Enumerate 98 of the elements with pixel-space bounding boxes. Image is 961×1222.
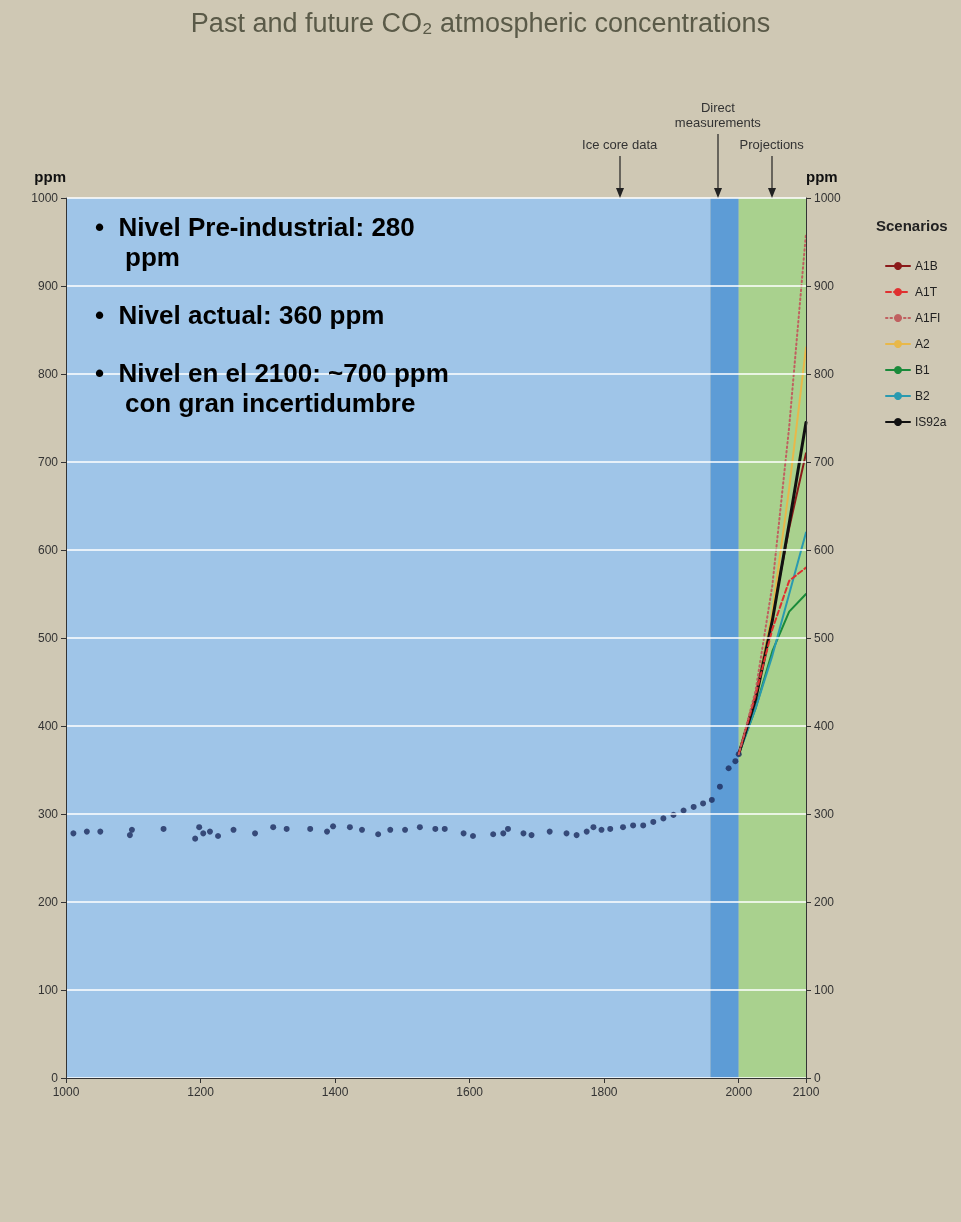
chart-title: Past and future CO₂ atmospheric concentrations <box>189 8 772 39</box>
point <box>346 824 353 831</box>
point <box>83 828 90 835</box>
point <box>432 825 439 832</box>
point <box>126 832 133 839</box>
y2-tick-label: 800 <box>814 367 835 381</box>
y2-tick-label: 0 <box>814 1071 821 1085</box>
point <box>128 826 135 833</box>
point <box>630 822 637 829</box>
x-tick-label: 1800 <box>590 1085 618 1099</box>
point <box>230 826 237 833</box>
point <box>504 825 511 832</box>
annotation: Projections <box>738 137 805 152</box>
y2-tick-label: 200 <box>814 895 835 909</box>
point <box>97 828 104 835</box>
point <box>402 826 409 833</box>
y-tick-label: 100 <box>37 983 59 997</box>
legend-label: A1T <box>915 285 938 299</box>
point <box>660 815 667 822</box>
line-series <box>737 232 807 756</box>
x-tick-label: 1400 <box>321 1085 349 1099</box>
point <box>680 807 687 814</box>
annotation: • Nivel en el 2100: ~700 ppm con gran incertidumbre <box>95 358 450 418</box>
point <box>359 826 365 833</box>
y2-tick-label: 900 <box>814 279 835 293</box>
legend-label: A1B <box>915 259 938 273</box>
y2-tick-label: 600 <box>814 543 835 557</box>
x-tick-label: 2000 <box>725 1085 753 1099</box>
point <box>700 800 707 807</box>
point <box>215 833 222 839</box>
point <box>460 830 467 837</box>
y2-axis-title: ppm <box>806 168 838 185</box>
legend-label: A2 <box>915 337 930 351</box>
point <box>160 825 167 832</box>
point <box>470 833 476 839</box>
point <box>607 825 614 832</box>
point <box>640 822 647 829</box>
annotation: Direct measurements <box>673 100 762 130</box>
point <box>520 830 527 837</box>
point <box>252 830 259 837</box>
point <box>708 796 715 803</box>
point <box>283 825 290 832</box>
legend-label: B1 <box>915 363 930 377</box>
point <box>324 828 331 835</box>
point <box>200 830 207 837</box>
y-tick-label: 200 <box>37 895 59 909</box>
legend-title: Scenarios <box>876 217 948 234</box>
y-tick-label: 1000 <box>31 191 59 205</box>
point <box>546 828 553 835</box>
point <box>192 835 199 842</box>
annotation: • Nivel Pre-industrial: 280 ppm <box>95 212 416 272</box>
legend-label: B2 <box>915 389 930 403</box>
y2-tick-label: 300 <box>814 807 835 821</box>
x-tick-label: 1000 <box>52 1085 80 1099</box>
y2-tick-label: 500 <box>814 631 835 645</box>
point <box>270 824 277 831</box>
point <box>490 831 497 838</box>
point <box>590 824 597 831</box>
point <box>573 832 580 839</box>
y2-tick-label: 1000 <box>814 191 842 205</box>
point <box>70 830 77 837</box>
point <box>598 826 605 833</box>
legend-label: A1FI <box>915 311 941 325</box>
point <box>375 831 382 838</box>
y-tick-label: 700 <box>37 455 59 469</box>
y-axis-title: ppm <box>34 168 66 185</box>
annotation: • Nivel actual: 360 ppm <box>95 300 386 330</box>
point <box>387 826 394 833</box>
point <box>716 783 723 790</box>
x-tick-label: 1200 <box>187 1085 215 1099</box>
y2-tick-label: 700 <box>814 455 835 469</box>
y-tick-label: 900 <box>37 279 59 293</box>
point <box>650 818 657 825</box>
y-tick-label: 0 <box>51 1071 59 1085</box>
y2-tick-label: 400 <box>814 719 835 733</box>
y-tick-label: 500 <box>37 631 59 645</box>
point <box>330 823 337 830</box>
point <box>620 824 627 831</box>
legend-label: IS92a <box>915 415 947 429</box>
point <box>732 758 739 765</box>
point <box>583 828 590 835</box>
y-tick-label: 800 <box>37 367 59 381</box>
annotation: Ice core data <box>581 137 659 152</box>
y-tick-label: 400 <box>37 719 59 733</box>
point <box>500 830 507 837</box>
point <box>206 828 213 835</box>
y-tick-label: 600 <box>37 543 59 557</box>
point <box>307 825 314 832</box>
point <box>528 832 535 839</box>
x-tick-label: 1600 <box>456 1085 484 1099</box>
x-tick-label: 2100 <box>792 1085 820 1099</box>
point <box>725 765 732 772</box>
y2-tick-label: 100 <box>814 983 835 997</box>
point <box>196 824 203 831</box>
point <box>416 824 423 831</box>
y-tick-label: 300 <box>37 807 59 821</box>
point <box>441 825 448 832</box>
point <box>690 803 697 810</box>
